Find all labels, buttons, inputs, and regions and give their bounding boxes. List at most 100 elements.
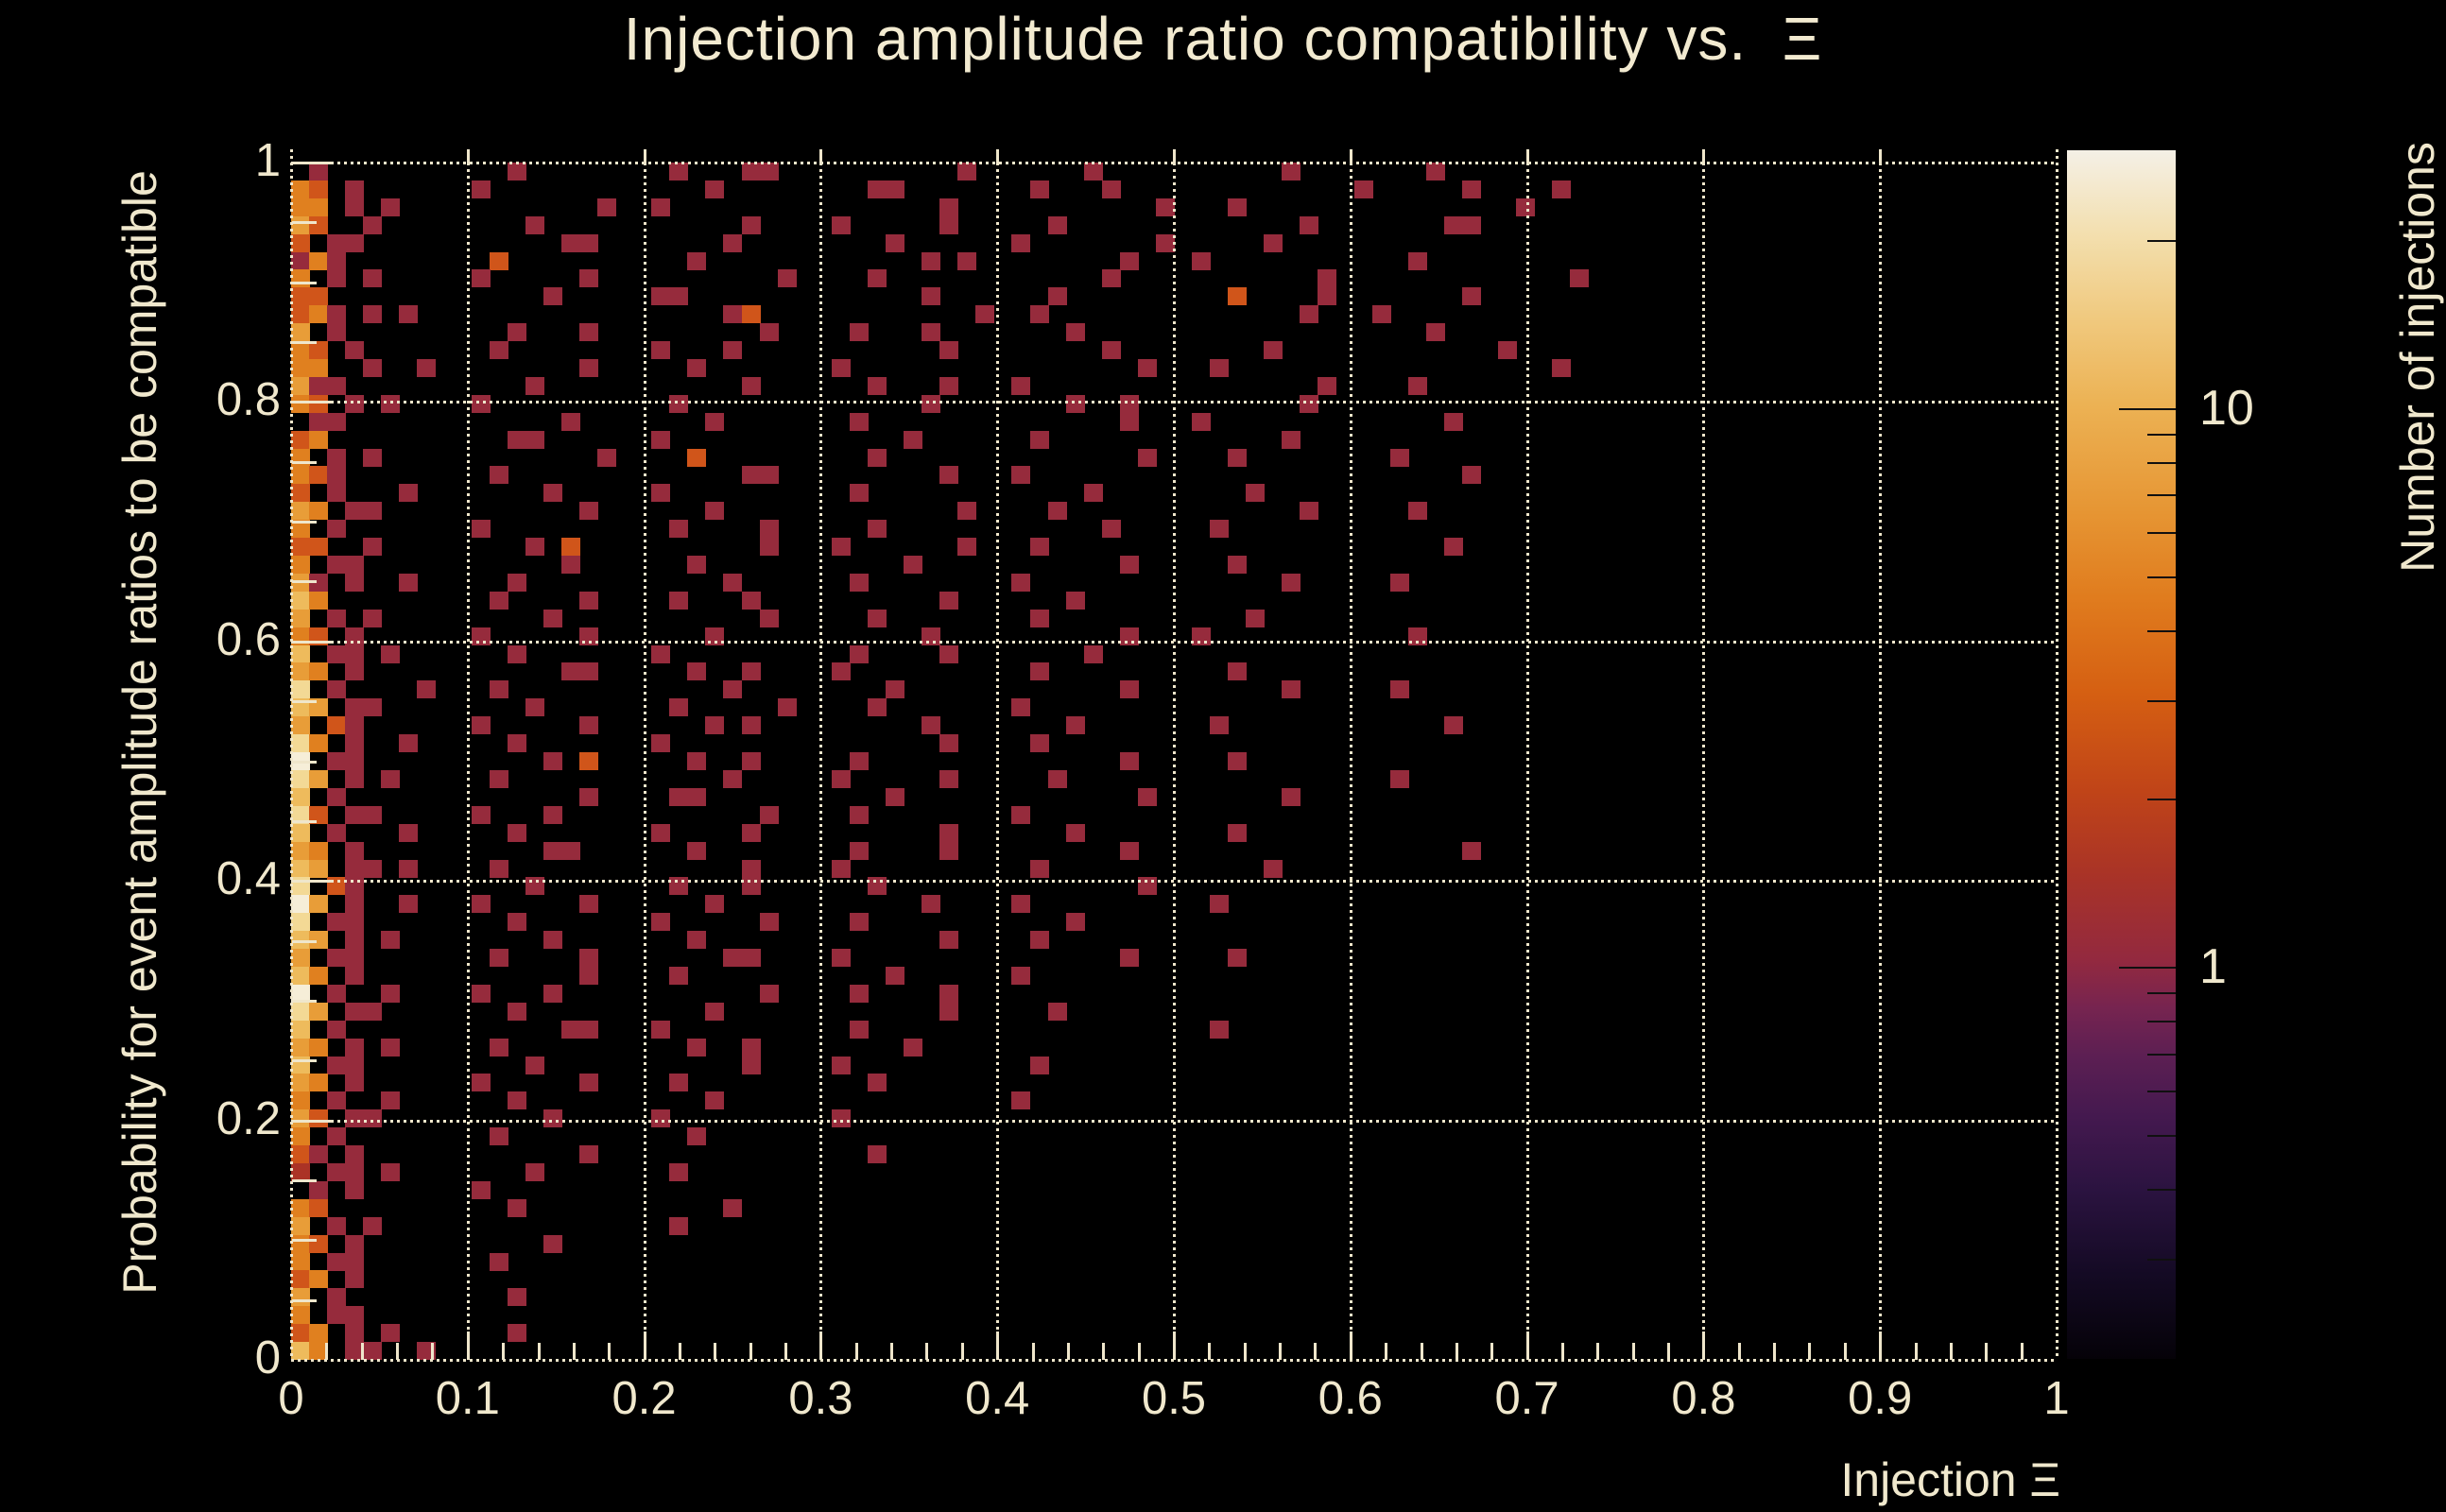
heatmap-cell bbox=[363, 1342, 383, 1361]
heatmap-cell bbox=[345, 752, 365, 771]
heatmap-cell bbox=[560, 412, 580, 431]
colorbar-minor-tick bbox=[2147, 1259, 2176, 1262]
x-minor-tick bbox=[360, 1343, 364, 1360]
x-top-tick bbox=[1702, 149, 1706, 163]
heatmap-cell bbox=[543, 752, 562, 771]
heatmap-cell bbox=[1192, 251, 1212, 270]
heatmap-cell bbox=[1083, 163, 1103, 180]
colorbar-major-tick bbox=[2119, 967, 2176, 969]
y-minor-tick bbox=[292, 1178, 317, 1182]
gridline-x bbox=[290, 149, 293, 1360]
heatmap-cell bbox=[867, 609, 887, 627]
x-minor-tick bbox=[1066, 1343, 1070, 1360]
heatmap-cell bbox=[399, 734, 419, 753]
heatmap-cell bbox=[1353, 180, 1373, 198]
heatmap-cell bbox=[939, 466, 959, 485]
heatmap-cell bbox=[1083, 484, 1103, 503]
y-tick-label: 0 bbox=[254, 1332, 281, 1383]
heatmap-cell bbox=[471, 716, 491, 735]
heatmap-cell bbox=[507, 163, 526, 180]
colorbar-minor-tick bbox=[2147, 576, 2176, 578]
heatmap-cell bbox=[471, 269, 491, 288]
gridline-x bbox=[643, 149, 646, 1360]
x-major-tick bbox=[1702, 1332, 1706, 1360]
heatmap-cell bbox=[922, 716, 941, 735]
heatmap-cell bbox=[849, 323, 869, 342]
heatmap-cell bbox=[309, 180, 329, 198]
y-minor-tick bbox=[292, 341, 317, 345]
heatmap-cell bbox=[1047, 215, 1067, 234]
x-minor-tick bbox=[1737, 1343, 1741, 1360]
heatmap-cell bbox=[291, 913, 310, 932]
heatmap-cell bbox=[291, 198, 310, 216]
heatmap-cell bbox=[651, 484, 671, 503]
y-minor-tick bbox=[292, 580, 317, 584]
heatmap-cell bbox=[291, 1324, 310, 1343]
colorbar-minor-tick bbox=[2147, 1053, 2176, 1056]
heatmap-cell bbox=[345, 1109, 365, 1128]
heatmap-cell bbox=[291, 805, 310, 824]
heatmap-cell bbox=[669, 591, 689, 610]
heatmap-cell bbox=[1516, 198, 1536, 216]
heatmap-cell bbox=[363, 609, 383, 627]
heatmap-cell bbox=[723, 233, 743, 252]
x-top-tick bbox=[1173, 149, 1176, 163]
heatmap-cell bbox=[291, 823, 310, 842]
heatmap-cell bbox=[327, 913, 347, 932]
colorbar-tick-label: 1 bbox=[2199, 938, 2227, 994]
heatmap-cell bbox=[705, 412, 725, 431]
heatmap-cell bbox=[1011, 233, 1031, 252]
heatmap-cell bbox=[578, 787, 598, 806]
heatmap-cell bbox=[1371, 305, 1391, 324]
heatmap-cell bbox=[1029, 180, 1049, 198]
heatmap-cell bbox=[309, 1038, 329, 1057]
x-minor-tick bbox=[749, 1343, 752, 1360]
heatmap-cell bbox=[309, 931, 329, 950]
heatmap-cell bbox=[831, 1109, 851, 1128]
x-axis-title: Injection Ξ bbox=[1840, 1453, 2060, 1506]
heatmap-cell bbox=[957, 538, 977, 557]
heatmap-cell bbox=[489, 680, 508, 699]
heatmap-cell bbox=[867, 269, 887, 288]
heatmap-cell bbox=[291, 984, 310, 1003]
x-tick-label: 0.6 bbox=[1318, 1373, 1383, 1424]
heatmap-cell bbox=[291, 644, 310, 663]
heatmap-cell bbox=[345, 556, 365, 575]
heatmap-cell bbox=[1570, 269, 1590, 288]
gridline-x bbox=[466, 149, 470, 1360]
x-minor-tick bbox=[1596, 1343, 1600, 1360]
heatmap-cell bbox=[291, 769, 310, 788]
heatmap-cell bbox=[327, 609, 347, 627]
heatmap-cell bbox=[651, 430, 671, 449]
y-tick-label: 0.4 bbox=[215, 852, 281, 904]
heatmap-cell bbox=[723, 305, 743, 324]
heatmap-cell bbox=[1137, 359, 1157, 377]
heatmap-cell bbox=[560, 841, 580, 860]
heatmap-cell bbox=[291, 1074, 310, 1092]
heatmap-cell bbox=[759, 984, 779, 1003]
heatmap-cell bbox=[831, 538, 851, 557]
heatmap-cell bbox=[560, 233, 580, 252]
heatmap-cell bbox=[1552, 180, 1572, 198]
heatmap-cell bbox=[417, 359, 437, 377]
x-minor-tick bbox=[1243, 1343, 1247, 1360]
heatmap-cell bbox=[345, 1270, 365, 1289]
heatmap-cell bbox=[1425, 163, 1445, 180]
heatmap-cell bbox=[1407, 376, 1427, 395]
heatmap-cell bbox=[651, 198, 671, 216]
heatmap-cell bbox=[309, 1324, 329, 1343]
heatmap-cell bbox=[291, 1252, 310, 1271]
y-tick-label: 0.2 bbox=[215, 1092, 281, 1144]
heatmap-cell bbox=[1300, 502, 1319, 521]
heatmap-cell bbox=[327, 1288, 347, 1307]
heatmap-cell bbox=[543, 984, 562, 1003]
heatmap-cell bbox=[741, 215, 761, 234]
heatmap-cell bbox=[849, 484, 869, 503]
x-tick-label: 0.5 bbox=[1141, 1373, 1207, 1424]
heatmap-cell bbox=[1137, 448, 1157, 467]
x-minor-tick bbox=[2020, 1343, 2024, 1360]
heatmap-cell bbox=[291, 895, 310, 914]
heatmap-cell bbox=[1119, 752, 1139, 771]
y-major-tick bbox=[292, 162, 332, 164]
x-tick-label: 0.9 bbox=[1848, 1373, 1913, 1424]
